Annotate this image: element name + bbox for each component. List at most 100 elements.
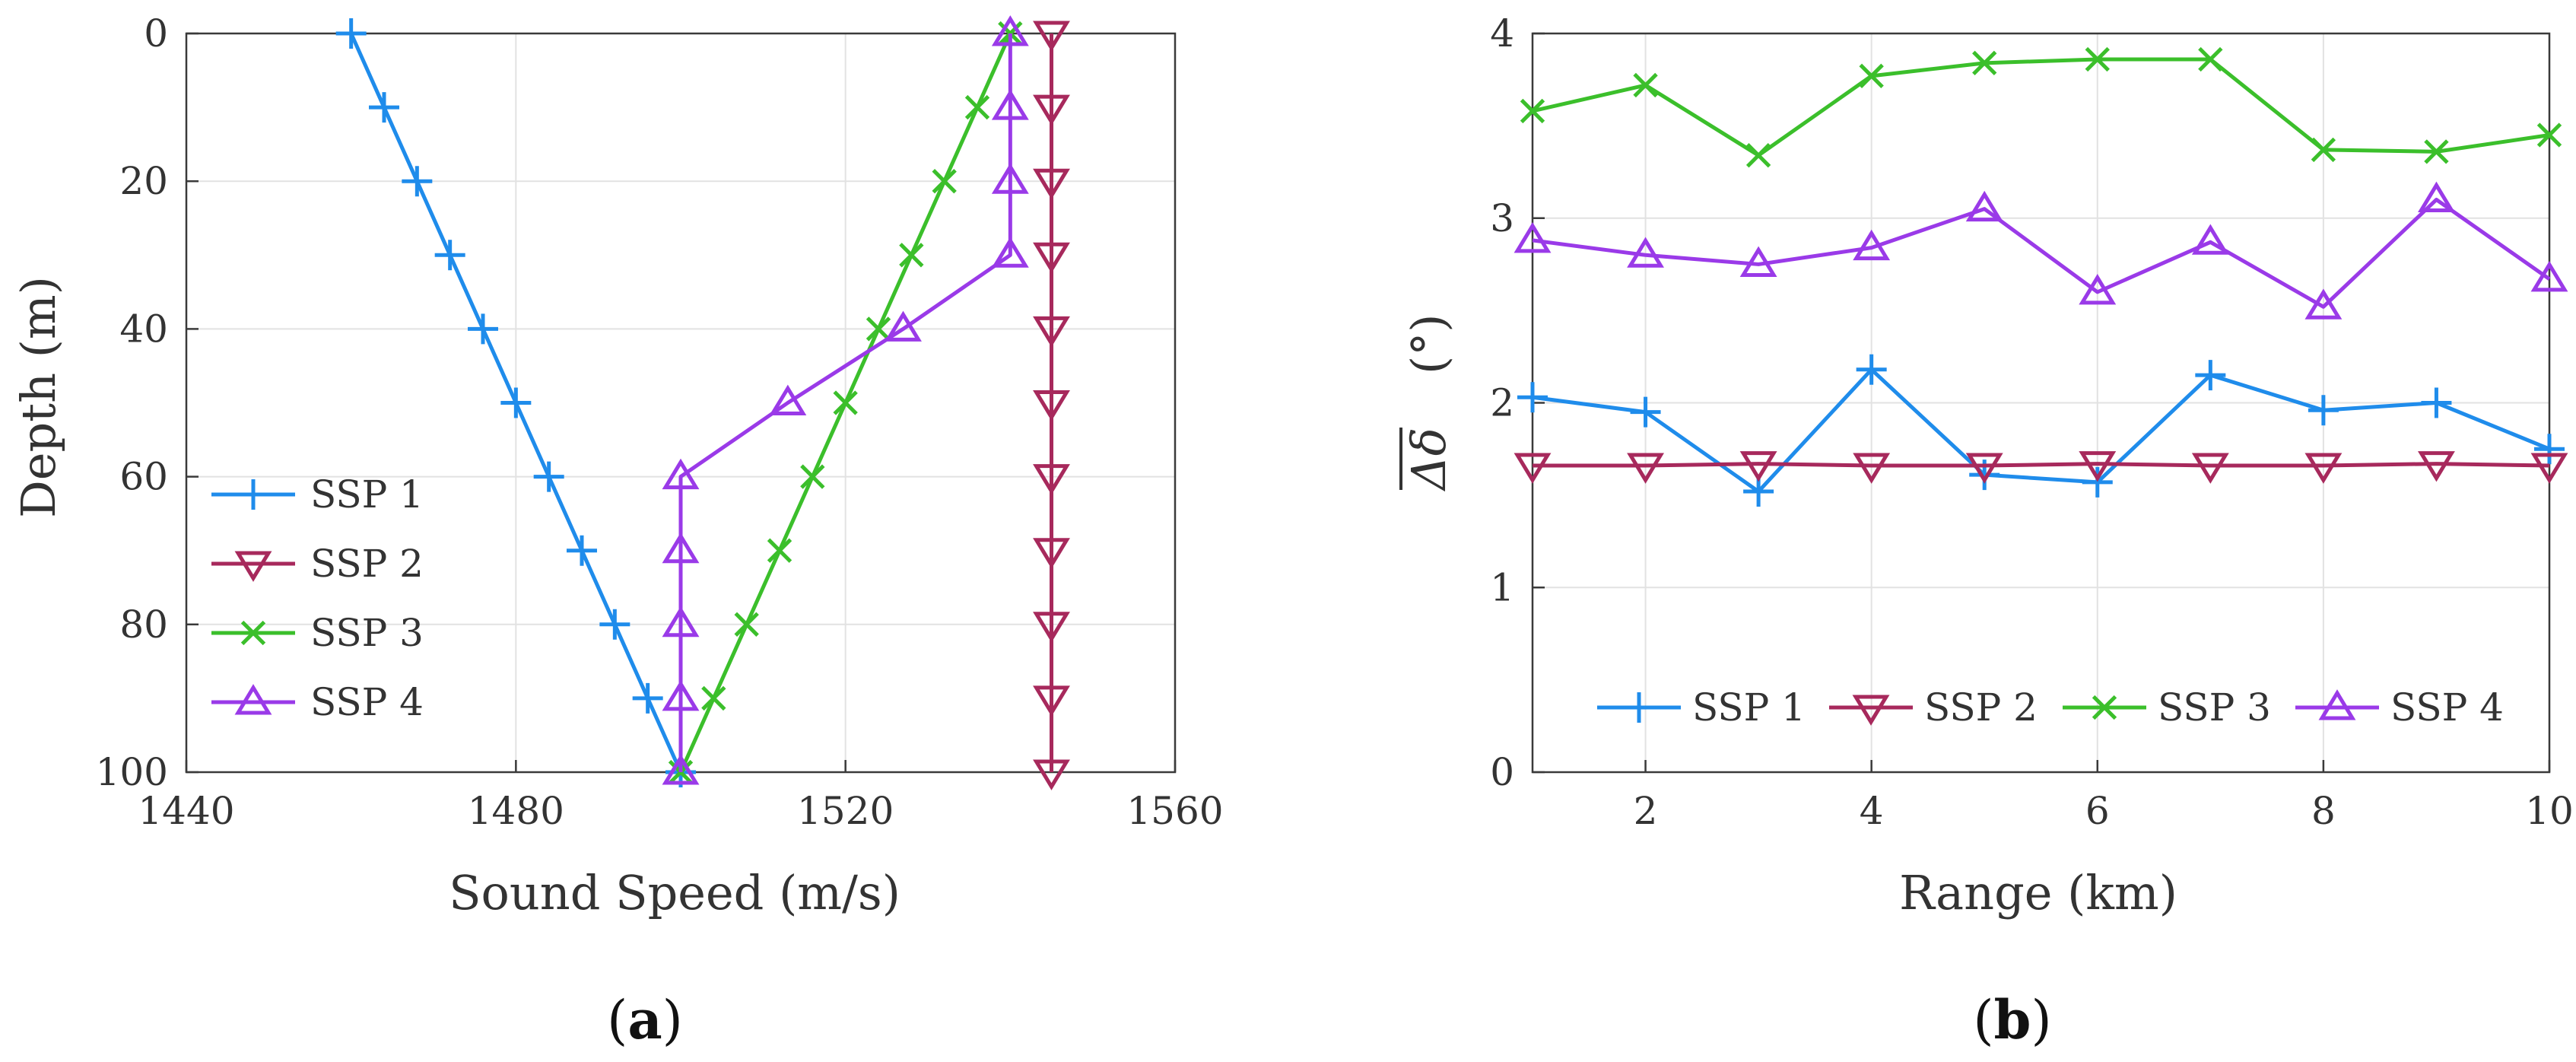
data-point-marker	[1739, 246, 1777, 277]
data-point-marker	[1033, 464, 1070, 495]
data-point-marker	[434, 240, 465, 271]
legend-label: SSP 2	[1924, 685, 2038, 730]
data-point-marker	[833, 390, 858, 415]
chart-b-ylabel: Δδ (°)	[1399, 314, 1456, 491]
chart-b: 2 4 6 8 10 0 1 2 3 4 SSP 1 SSP 2 SSP 3 SSP 4 Range (…	[1399, 11, 2574, 1051]
y-tick-label: 4	[1490, 11, 1514, 56]
chart-b-ticks: 2 4 6 8 10 0 1 2 3 4	[1490, 11, 2574, 833]
x-tick-label: 10	[2525, 789, 2574, 833]
series-ssp-3	[668, 21, 1023, 785]
data-point-marker	[932, 169, 957, 194]
data-point-marker	[369, 92, 399, 123]
chart-b-panel-label: (b)	[1973, 988, 2052, 1051]
chart-b-xlabel: Range (km)	[1899, 865, 2177, 921]
y-tick-label: 1	[1490, 565, 1514, 609]
legend-marker	[2092, 695, 2117, 720]
data-point-marker	[662, 754, 700, 785]
data-point-marker	[2198, 46, 2223, 72]
data-point-marker	[1033, 168, 1070, 200]
data-point-marker	[2534, 434, 2565, 465]
data-point-marker	[468, 313, 498, 345]
series-ssp-2	[1033, 21, 1070, 790]
chart-a-series	[335, 15, 1070, 790]
data-point-marker	[2304, 288, 2343, 320]
data-point-marker	[1627, 237, 1664, 268]
data-point-marker	[991, 163, 1029, 194]
chart-b-ylabel-unit: (°)	[1401, 314, 1456, 374]
y-tick-label: 100	[96, 750, 168, 794]
data-point-marker	[1965, 190, 2003, 222]
data-point-marker	[2424, 139, 2449, 164]
data-point-marker	[2418, 181, 2455, 212]
data-point-marker	[2085, 46, 2110, 72]
x-tick-label: 2	[1634, 789, 1658, 833]
y-tick-label: 80	[119, 603, 168, 647]
data-point-marker	[1856, 354, 1887, 385]
data-point-marker	[2195, 360, 2226, 391]
data-point-marker	[402, 166, 433, 197]
data-point-marker	[767, 538, 792, 563]
data-point-marker	[1520, 98, 1545, 124]
legend-item: SSP 2	[1829, 685, 2038, 730]
series-ssp-3	[1520, 46, 2562, 168]
legend-marker	[1852, 695, 1890, 726]
y-tick-label: 3	[1490, 196, 1514, 240]
data-point-marker	[1033, 316, 1070, 348]
chart-a-legend: SSP 1 SSP 2 SSP 3 SSP 4	[211, 472, 424, 724]
legend-item: SSP 4	[2295, 685, 2504, 730]
chart-b-ylabel-symbol: Δδ	[1401, 428, 1456, 491]
data-point-marker	[701, 685, 726, 711]
x-tick-label: 1440	[138, 789, 234, 833]
legend-label: SSP 3	[310, 611, 424, 655]
legend-item: SSP 3	[211, 611, 424, 655]
data-point-marker	[662, 606, 700, 638]
data-point-marker	[662, 458, 700, 490]
data-point-marker	[567, 535, 597, 566]
data-point-marker	[1627, 453, 1664, 484]
data-point-marker	[662, 680, 700, 711]
y-tick-label: 40	[119, 307, 168, 351]
y-tick-label: 60	[119, 455, 168, 499]
data-point-marker	[2536, 122, 2562, 148]
data-point-marker	[2079, 451, 2117, 482]
data-point-marker	[2308, 395, 2339, 426]
legend-label: SSP 3	[2158, 685, 2271, 730]
data-point-marker	[1972, 50, 1997, 76]
x-tick-label: 1560	[1126, 789, 1223, 833]
y-tick-label: 0	[144, 11, 168, 56]
chart-a-panel-label: (a)	[607, 988, 683, 1051]
data-point-marker	[662, 532, 700, 564]
x-tick-label: 6	[2085, 789, 2110, 833]
data-point-marker	[335, 18, 367, 49]
chart-a-ylabel: Depth (m)	[11, 276, 66, 518]
legend-marker	[240, 620, 266, 646]
data-point-marker	[1853, 453, 1891, 484]
data-point-marker	[2418, 451, 2455, 482]
data-point-marker	[1853, 229, 1891, 261]
chart-a-xlabel: Sound Speed (m/s)	[449, 865, 900, 921]
series-line	[1533, 462, 2550, 468]
series-line	[1532, 367, 2550, 494]
data-point-marker	[991, 89, 1029, 120]
data-point-marker	[2082, 466, 2113, 498]
legend-item: SSP 4	[211, 680, 424, 724]
data-point-marker	[1033, 759, 1070, 790]
legend-marker	[234, 684, 272, 715]
data-point-marker	[2530, 453, 2568, 484]
legend-marker	[2318, 689, 2356, 720]
y-tick-label: 2	[1490, 381, 1514, 425]
data-point-marker	[866, 316, 891, 342]
chart-b-series	[1514, 46, 2568, 507]
data-point-marker	[1745, 143, 1771, 168]
data-point-marker	[1965, 453, 2003, 484]
data-point-marker	[1739, 451, 1777, 482]
data-point-marker	[885, 310, 922, 342]
data-point-marker	[1033, 685, 1070, 717]
series-line	[1532, 57, 2550, 157]
data-point-marker	[991, 237, 1029, 268]
legend-marker	[238, 479, 268, 510]
chart-b-legend: SSP 1 SSP 2 SSP 3 SSP 4	[1597, 685, 2504, 730]
data-point-marker	[1514, 453, 1552, 484]
data-point-marker	[769, 384, 807, 415]
x-tick-label: 1520	[797, 789, 894, 833]
